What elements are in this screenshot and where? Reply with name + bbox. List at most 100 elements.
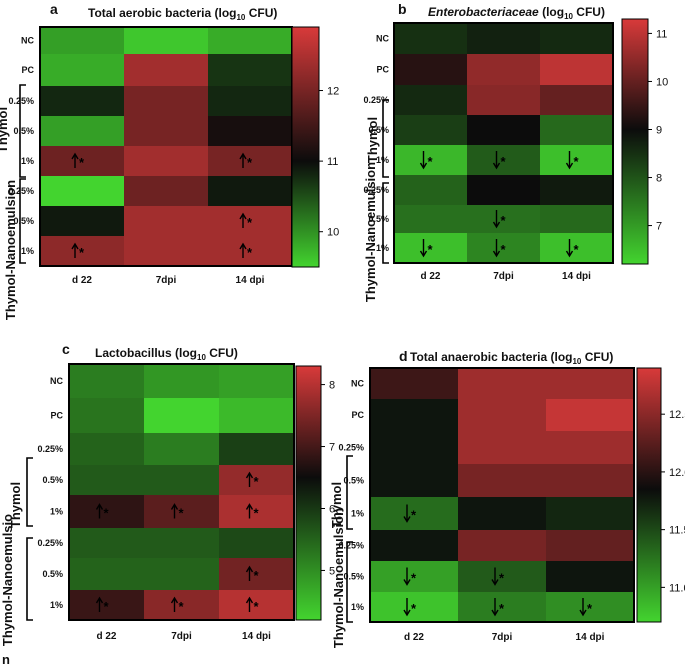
up-arrow-icon: * xyxy=(170,596,185,614)
heatmap-cell xyxy=(144,495,219,528)
heatmap-cell xyxy=(40,116,124,146)
row-label: 0.5% xyxy=(343,476,364,486)
colorbar-tick-label: 7 xyxy=(329,442,335,454)
row-label: 0.5% xyxy=(42,569,63,579)
group-bracket xyxy=(26,537,33,621)
heatmap-cell xyxy=(370,431,458,464)
up-arrow-icon: * xyxy=(71,242,85,260)
significance-star: * xyxy=(79,245,85,260)
row-label: 0.25% xyxy=(338,541,364,551)
group-bracket xyxy=(346,541,353,623)
heatmap-cell xyxy=(208,27,292,54)
row-label: NC xyxy=(351,379,364,389)
down-arrow-icon: * xyxy=(565,151,580,170)
heatmap-cell xyxy=(458,592,546,622)
title-subscript: 10 xyxy=(572,357,581,366)
heatmap-cell xyxy=(370,464,458,497)
significance-star: * xyxy=(79,155,85,170)
grid-frame xyxy=(68,363,295,621)
group-label-overflow: n xyxy=(2,652,10,667)
significance-star: * xyxy=(411,601,417,616)
heatmap-cell xyxy=(219,398,294,433)
colorbar-tick-label: 6 xyxy=(329,503,335,515)
colorbar-tick-label: 11 xyxy=(327,156,338,168)
group-bracket xyxy=(346,455,353,530)
up-arrow-icon: * xyxy=(245,565,260,583)
heatmap-cell xyxy=(219,465,294,495)
heatmap-cell xyxy=(546,592,634,622)
heatmap-cell xyxy=(69,433,144,465)
column-label: 7dpi xyxy=(156,275,177,286)
heatmap-cell xyxy=(69,364,144,398)
heatmap-panel-d: d Total anaerobic bacteria (log10 CFU) * * *… xyxy=(329,348,685,648)
row-label: 1% xyxy=(21,246,34,256)
heatmap-cell xyxy=(40,146,124,176)
row-label: 1% xyxy=(351,509,364,519)
significance-star: * xyxy=(179,506,185,521)
row-label: 0.5% xyxy=(13,126,34,136)
heatmap-cell xyxy=(208,206,292,236)
heatmap-cell xyxy=(69,465,144,495)
down-arrow-icon: * xyxy=(403,598,417,617)
heatmap-cell xyxy=(467,175,540,205)
grid-frame xyxy=(369,367,635,623)
group-label: Thymol-Nanoemulsion xyxy=(363,162,378,302)
heatmap-cell xyxy=(546,530,634,561)
group-bracket xyxy=(26,457,33,527)
heatmap-cell xyxy=(458,431,546,464)
row-label: 0.5% xyxy=(13,216,34,226)
heatmap-cell xyxy=(144,398,219,433)
down-arrow-icon: * xyxy=(491,567,505,586)
row-label: PC xyxy=(376,65,389,75)
group-label: Thymol xyxy=(365,117,380,163)
significance-star: * xyxy=(501,242,507,257)
heatmap-cell xyxy=(219,528,294,558)
down-arrow-icon: * xyxy=(565,239,580,258)
heatmap-cell xyxy=(208,116,292,146)
heatmap-cell xyxy=(546,497,634,530)
heatmap-cell xyxy=(69,590,144,620)
title-subscript: 10 xyxy=(197,353,206,362)
up-arrow-icon: * xyxy=(245,503,260,521)
significance-star: * xyxy=(501,213,507,228)
colorbar-tick-label: 9 xyxy=(656,124,662,136)
heatmap-cell xyxy=(219,495,294,528)
up-arrow-icon: * xyxy=(71,152,85,170)
heatmap-panel-c: c Lactobacillus (log10 CFU) * * * * * * * * NC PC 0.… xyxy=(0,341,335,667)
panel-label: b xyxy=(398,1,407,17)
significance-star: * xyxy=(247,245,253,260)
group-bracket xyxy=(382,182,389,264)
heatmap-cell xyxy=(458,368,546,399)
up-arrow-icon: * xyxy=(239,152,253,170)
colorbar-tick-label: 7 xyxy=(656,221,662,233)
heatmap-cell xyxy=(40,176,124,206)
down-arrow-icon: * xyxy=(491,598,505,617)
significance-star: * xyxy=(254,568,260,583)
significance-star: * xyxy=(411,571,417,586)
heatmap-cell xyxy=(370,497,458,530)
title-subscript: 10 xyxy=(236,13,245,22)
heatmap-cell xyxy=(540,115,613,145)
column-label: d 22 xyxy=(72,275,92,286)
colorbar xyxy=(636,367,662,623)
up-arrow-icon: * xyxy=(239,242,253,260)
row-label: 0.25% xyxy=(338,443,364,453)
down-arrow-icon: * xyxy=(419,151,434,170)
row-label: NC xyxy=(21,36,34,46)
heatmap-cell xyxy=(124,116,208,146)
down-arrow-icon: * xyxy=(403,567,417,586)
heatmap-cell xyxy=(144,558,219,590)
up-arrow-icon: * xyxy=(170,503,185,521)
heatmap-cell xyxy=(69,528,144,558)
row-label: NC xyxy=(376,34,389,44)
heatmap-cell xyxy=(208,86,292,116)
down-arrow-icon: * xyxy=(579,598,593,617)
row-label: 1% xyxy=(50,600,63,610)
heatmap-cell xyxy=(219,590,294,620)
heatmap-cell xyxy=(40,206,124,236)
heatmap-cell xyxy=(546,431,634,464)
group-label: Thymol-Nanoemulsio xyxy=(0,514,15,646)
significance-star: * xyxy=(104,506,110,521)
heatmap-cell xyxy=(540,145,613,175)
heatmap-cell xyxy=(69,558,144,590)
